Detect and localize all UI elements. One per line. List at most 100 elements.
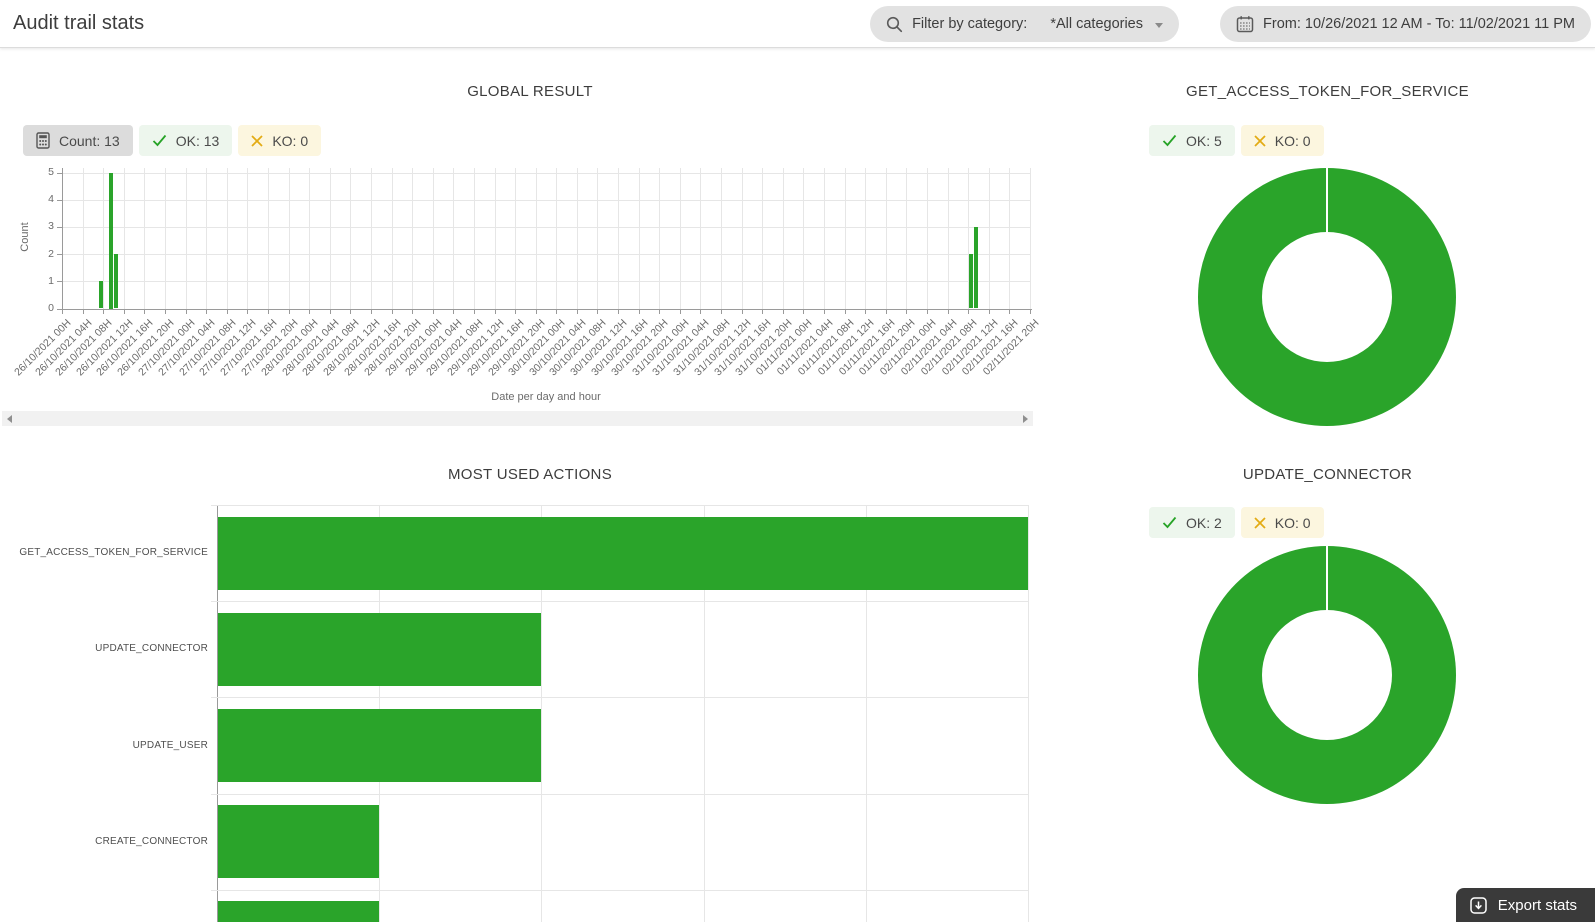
v-gridline: [741, 168, 743, 309]
v-gridline: [226, 168, 228, 309]
v-gridline: [679, 168, 681, 309]
x-tick-label: 28/10/2021 16H: [341, 316, 404, 378]
ko-badge: KO: 0: [238, 125, 322, 156]
download-icon: [1470, 896, 1487, 914]
row-gridline: [211, 505, 1028, 506]
x-tick-label: 30/10/2021 08H: [547, 316, 609, 378]
bar: [218, 805, 380, 879]
x-tick-label: 28/10/2021 20H: [362, 316, 424, 378]
v-gridline: [659, 168, 661, 309]
x-tick-label: 30/10/2021 20H: [609, 316, 671, 378]
v-gridline: [782, 168, 784, 309]
v-gridline: [576, 168, 578, 309]
category-filter-control[interactable]: Filter by category: *All categories: [870, 6, 1179, 42]
x-tick-label: 02/11/2021 04H: [898, 316, 960, 378]
v-gridline: [988, 168, 990, 309]
scrollbar-left-arrow-icon[interactable]: [7, 414, 12, 423]
x-tick-label: 01/11/2021 20H: [857, 316, 918, 378]
x-tick: [927, 308, 929, 314]
row-gridline: [211, 889, 1028, 891]
v-gridline: [597, 168, 599, 309]
v-gridline: [206, 168, 208, 309]
v-gridline: [1009, 168, 1011, 309]
row-gridline: [211, 793, 1028, 795]
x-icon: [251, 134, 263, 147]
v-gridline: [329, 168, 331, 309]
donut-slice-separator: [1326, 546, 1328, 611]
export-stats-button[interactable]: Export stats: [1455, 888, 1595, 922]
v-gridline: [927, 168, 929, 309]
x-tick: [309, 308, 311, 314]
x-tick: [412, 308, 414, 314]
x-tick-label: 26/10/2021 20H: [115, 316, 177, 378]
filter-selected-value[interactable]: *All categories: [1050, 16, 1143, 32]
v-gridline: [164, 168, 166, 309]
ko-badge: KO: 0: [1240, 125, 1324, 156]
bar: [109, 172, 114, 309]
x-tick: [350, 308, 352, 314]
x-tick: [370, 308, 372, 314]
x-tick-label: 28/10/2021 12H: [321, 316, 383, 378]
v-gridline: [541, 505, 543, 922]
row-gridline: [211, 601, 1028, 603]
v-gridline: [370, 168, 372, 309]
bar: [969, 254, 973, 309]
get-access-token-badges: OK: 5 KO: 0: [1149, 125, 1324, 156]
x-tick: [782, 308, 784, 314]
x-tick: [576, 308, 578, 314]
x-tick-label: 31/10/2021 04H: [650, 316, 712, 378]
x-tick: [267, 308, 269, 314]
y-axis: [62, 168, 63, 310]
x-tick: [988, 308, 990, 314]
x-tick: [865, 308, 867, 314]
get-access-token-donut-chart: [1198, 168, 1456, 426]
category-label: CREATE_CONNECTOR: [95, 835, 208, 847]
x-tick: [164, 308, 166, 314]
global-result-badges: Count: 13 OK: 13 KO: 0: [23, 125, 322, 156]
v-gridline: [123, 168, 125, 309]
h-gridline: [62, 172, 1030, 174]
x-tick-label: 27/10/2021 20H: [238, 316, 301, 378]
v-gridline: [762, 168, 764, 309]
x-tick-label: 01/11/2021 04H: [774, 316, 836, 378]
v-gridline: [309, 168, 311, 309]
x-tick-label: 31/10/2021 12H: [691, 316, 754, 378]
v-gridline: [844, 168, 846, 309]
x-tick: [206, 308, 208, 314]
y-tick-label: 1: [48, 274, 54, 287]
ok-badge-label: OK: 13: [175, 132, 220, 149]
category-label: GET_ACCESS_TOKEN_FOR_SERVICE: [19, 547, 208, 559]
ok-badge: OK: 2: [1149, 507, 1235, 538]
ko-badge-label: KO: 0: [1274, 132, 1311, 149]
x-tick: [288, 308, 290, 314]
row-gridline: [211, 697, 1028, 699]
x-tick: [638, 308, 640, 314]
y-tick: [57, 254, 62, 256]
y-axis-title: Count: [19, 222, 31, 252]
global-chart-horizontal-scrollbar[interactable]: [2, 411, 1033, 426]
x-tick: [82, 308, 84, 314]
v-gridline: [515, 168, 517, 309]
count-badge-label: Count: 13: [59, 132, 120, 149]
v-gridline: [803, 168, 805, 309]
x-tick-label: 31/10/2021 16H: [712, 316, 774, 378]
x-tick: [247, 308, 249, 314]
page-title: Audit trail stats: [13, 12, 145, 34]
x-tick-label: 02/11/2021 16H: [960, 316, 1021, 378]
v-gridline: [379, 505, 381, 922]
scrollbar-right-arrow-icon[interactable]: [1023, 414, 1028, 423]
x-tick: [762, 308, 764, 314]
x-tick-label: 02/11/2021 20H: [980, 316, 1042, 378]
bar: [974, 226, 979, 309]
x-tick: [123, 308, 125, 314]
y-tick-label: 0: [48, 302, 54, 314]
x-tick-label: 01/11/2021 16H: [836, 316, 898, 378]
h-gridline: [62, 254, 1030, 256]
v-gridline: [267, 168, 269, 309]
date-range-picker[interactable]: From: 10/26/2021 12 AM - To: 11/02/2021 …: [1220, 6, 1591, 42]
filter-label: Filter by category:: [912, 16, 1028, 32]
category-label: UPDATE_CONNECTOR: [95, 643, 208, 655]
v-gridline: [432, 168, 434, 309]
x-tick-label: 02/11/2021 12H: [939, 316, 1001, 378]
v-gridline: [473, 168, 475, 309]
